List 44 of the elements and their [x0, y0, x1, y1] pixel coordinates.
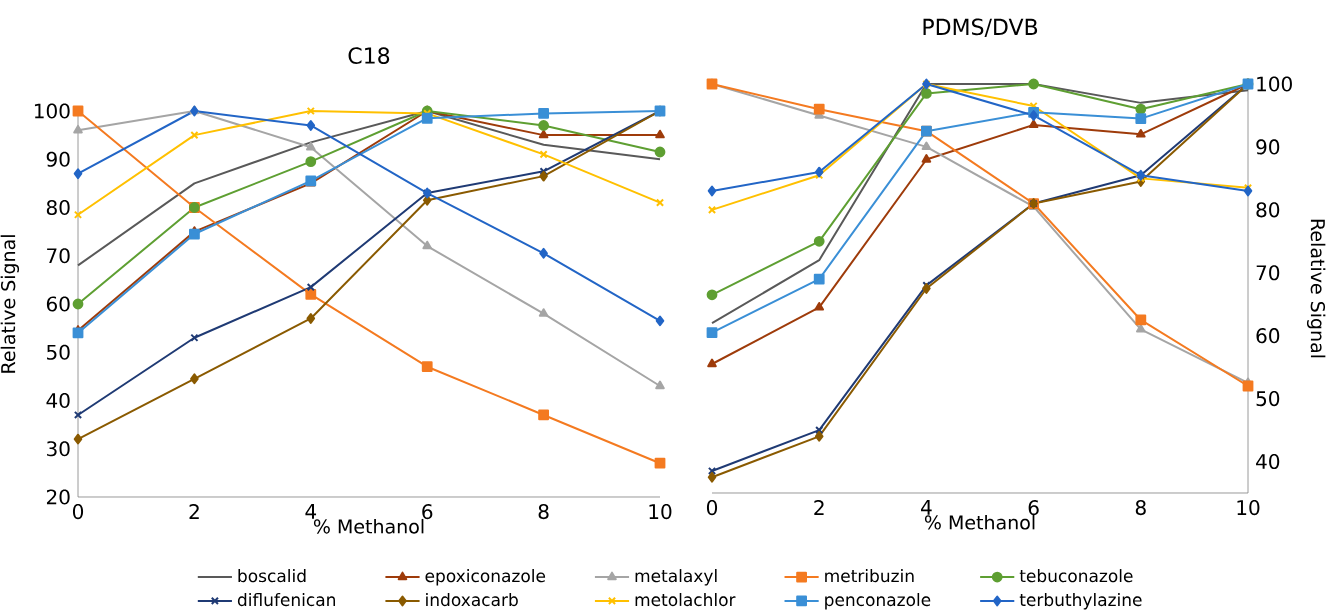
legend-label: metribuzin [825, 569, 914, 583]
x-tick-label: 2 [189, 504, 199, 519]
x-tick-label: 2 [814, 500, 824, 515]
y-tick-label: 20 [46, 489, 70, 505]
x-axis-title: % Methanol [924, 514, 1035, 530]
y-tick-label: 100 [34, 103, 70, 119]
y2-tick-label: 60 [1256, 328, 1280, 344]
legend-label: metolachlor [635, 592, 736, 607]
y-tick-label: 30 [47, 441, 70, 457]
y2-tick-label: 70 [1256, 265, 1280, 281]
x-tick-label: 4 [305, 504, 317, 519]
y2-tick-label: 80 [1256, 202, 1280, 218]
x-tick-label: 4 [921, 500, 932, 515]
y-tick-label: 60 [46, 296, 70, 312]
legend-label: metalaxyl [635, 569, 717, 586]
y2-axis-title: Relative Signal [1306, 219, 1326, 358]
x-tick-label: 8 [538, 504, 549, 520]
legend-label: epoxiconazole [425, 569, 546, 586]
y-tick-label: 70 [47, 248, 70, 264]
legend-label: terbuthylazine [1019, 592, 1142, 610]
x-tick-label: 8 [1135, 500, 1146, 516]
x-axis-title: % Methanol [313, 518, 424, 534]
x-tick-label: 0 [72, 504, 84, 520]
x-tick-label: 10 [1237, 500, 1260, 516]
legend-label: penconazole [825, 592, 931, 610]
legend-label: indoxacarb [426, 592, 518, 607]
legend-label: tebuconazole [1019, 569, 1133, 583]
chart-title: PDMS/DVB [923, 18, 1038, 37]
y2-tick-label: 100 [1257, 76, 1292, 92]
y-tick-label: 50 [47, 344, 70, 360]
x-tick-label: 6 [1028, 500, 1039, 516]
y-tick-label: 80 [46, 199, 70, 216]
legend-label: boscalid [238, 569, 306, 583]
y2-tick-label: 40 [1256, 453, 1280, 470]
y2-tick-label: 90 [1256, 139, 1280, 155]
y2-tick-label: 50 [1256, 391, 1280, 407]
y-tick-label: 90 [46, 151, 70, 167]
y-axis-title: Relative Signal [0, 235, 20, 373]
y-tick-label: 40 [46, 392, 70, 409]
chart-title: C18 [348, 47, 390, 64]
x-tick-label: 0 [706, 500, 718, 516]
legend-label: diflufenican [237, 592, 335, 607]
x-tick-label: 6 [422, 504, 433, 520]
x-tick-label: 10 [649, 504, 672, 520]
